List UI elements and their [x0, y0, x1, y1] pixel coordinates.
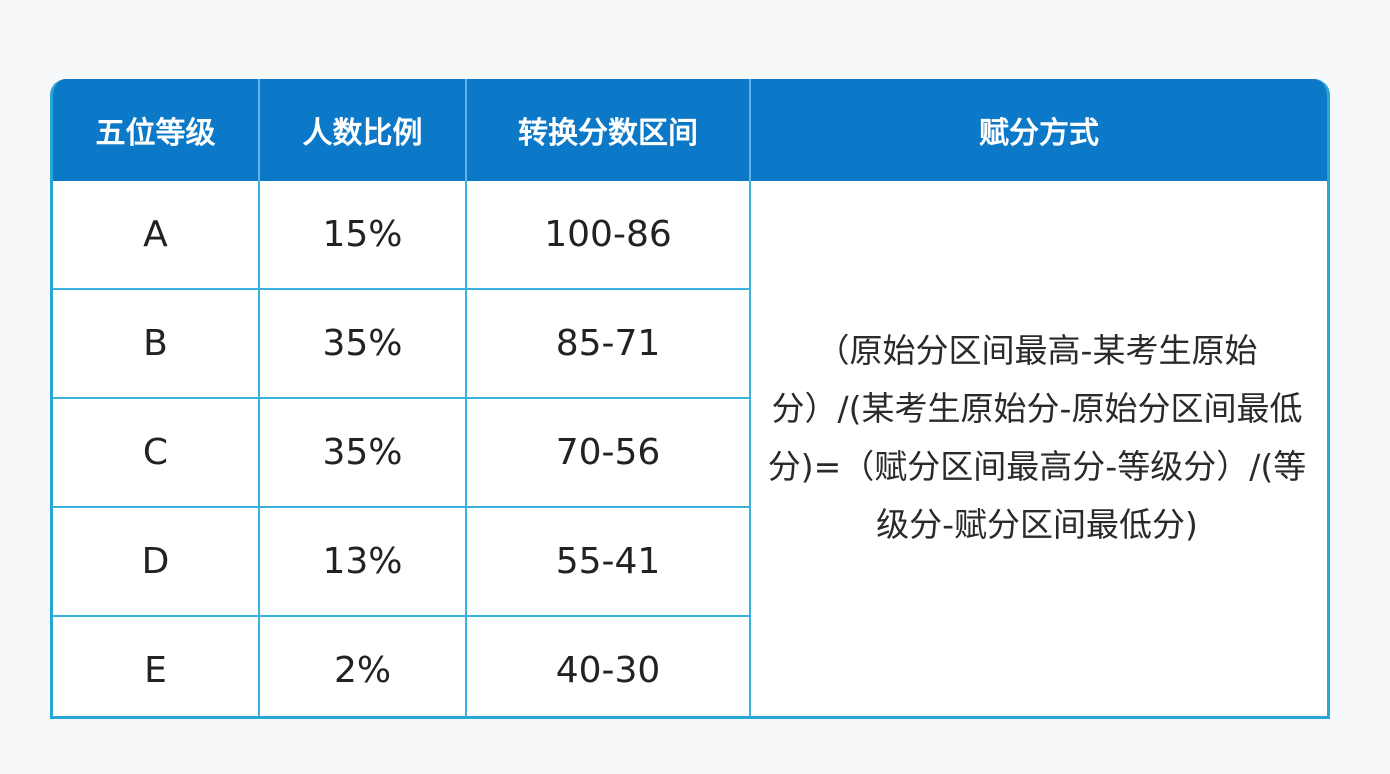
grade-cell: A: [53, 181, 260, 290]
formula-cell: （原始分区间最高-某考生原始分）/(某考生原始分-原始分区间最低分)=（赋分区间…: [749, 181, 1327, 716]
table-row: B 35% 85-71: [53, 288, 1327, 399]
range-cell: 40-30: [465, 615, 751, 716]
grade-conversion-table: 五位等级 人数比例 转换分数区间 赋分方式 A 15% 100-86 （原始分区…: [53, 79, 1327, 716]
ratio-cell: 35%: [258, 397, 467, 508]
table-header-row: 五位等级 人数比例 转换分数区间 赋分方式: [53, 79, 1327, 181]
header-range: 转换分数区间: [465, 79, 750, 181]
range-cell: 55-41: [465, 506, 751, 617]
ratio-cell: 35%: [258, 288, 467, 399]
table-row: A 15% 100-86 （原始分区间最高-某考生原始分）/(某考生原始分-原始…: [53, 181, 1327, 716]
ratio-cell: 13%: [258, 506, 467, 617]
grade-cell: D: [53, 506, 260, 617]
table-row: C 35% 70-56: [53, 397, 1327, 508]
ratio-cell: 15%: [258, 181, 467, 290]
ratio-cell: 2%: [258, 615, 467, 716]
header-grade: 五位等级: [53, 79, 259, 181]
grade-conversion-table-container: 五位等级 人数比例 转换分数区间 赋分方式 A 15% 100-86 （原始分区…: [50, 79, 1330, 719]
grade-cell: C: [53, 397, 260, 508]
range-cell: 85-71: [465, 288, 751, 399]
header-ratio: 人数比例: [258, 79, 466, 181]
grade-cell: B: [53, 288, 260, 399]
grade-cell: E: [53, 615, 260, 716]
range-cell: 100-86: [465, 181, 751, 290]
table-row: D 13% 55-41: [53, 506, 1327, 617]
header-method: 赋分方式: [749, 79, 1327, 181]
table-row: E 2% 40-30: [53, 615, 1327, 716]
range-cell: 70-56: [465, 397, 751, 508]
